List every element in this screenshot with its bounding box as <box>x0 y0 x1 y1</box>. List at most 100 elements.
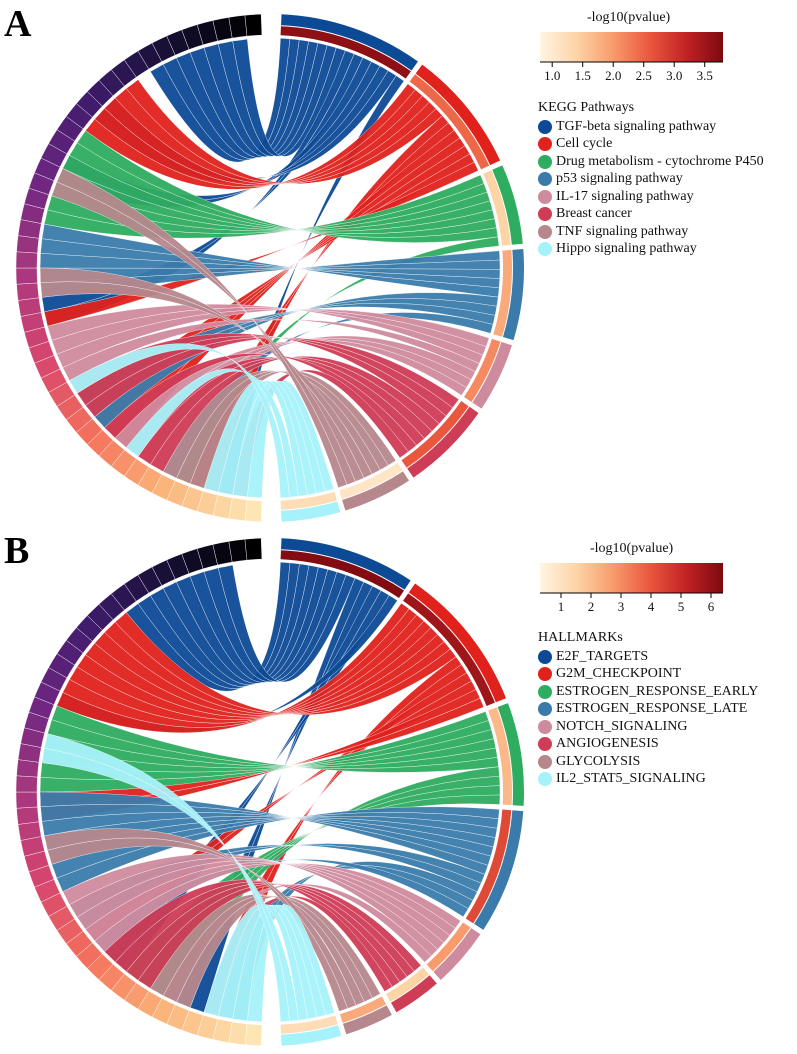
gene-segment <box>15 791 38 809</box>
legend-label: ESTROGEN_RESPONSE_EARLY <box>556 683 759 699</box>
legend-item: IL-17 signaling pathway <box>538 188 764 206</box>
tick-label: 5 <box>677 599 685 614</box>
chord-ribbon <box>44 828 348 1012</box>
gene-segment <box>244 13 263 37</box>
chord-ribbon <box>218 564 356 683</box>
pvalue-segment <box>483 170 511 246</box>
gene-segment <box>228 15 248 39</box>
color-scale <box>540 32 723 67</box>
legend-label: Breast cancer <box>556 206 632 222</box>
panel-letter: A <box>4 3 32 45</box>
chord-ribbon <box>41 223 500 298</box>
category-segment <box>408 583 507 703</box>
legend-swatch <box>538 649 552 664</box>
category-segment <box>474 810 524 930</box>
pvalue-segment <box>426 922 471 972</box>
outer-ring <box>15 13 524 523</box>
legend-label: Drug metabolism - cytochrome P450 <box>556 153 764 169</box>
legend-label: TNF signaling pathway <box>556 223 689 239</box>
legend-label: GLYCOLYSIS <box>556 753 641 769</box>
chord-ribbon <box>62 853 438 957</box>
legend-item: Cell cycle <box>538 136 764 154</box>
legend-swatch <box>538 719 552 734</box>
tick-label: 3 <box>617 599 625 614</box>
legend-item: p53 signaling pathway <box>538 171 764 189</box>
tick-label: 6 <box>707 599 715 614</box>
pvalue-segment <box>493 249 513 337</box>
legend-label: Hippo signaling pathway <box>556 241 697 257</box>
gene-segment <box>244 537 263 561</box>
chord-ribbon <box>126 368 299 498</box>
tick-label: 3.0 <box>666 68 683 83</box>
pvalue-segment <box>280 550 405 598</box>
legend-label: IL-17 signaling pathway <box>556 188 694 204</box>
tick-label: 1 <box>557 599 565 614</box>
pvalue-segment <box>386 967 429 1002</box>
color-scale-ticks: 1 2 3 4 5 6 <box>538 599 738 617</box>
legend-item: TNF signaling pathway <box>538 223 764 241</box>
chord-ribbon <box>56 168 348 488</box>
color-scale-bar <box>540 32 723 62</box>
color-scale-bar <box>540 563 723 593</box>
legend-swatch <box>538 189 552 204</box>
color-scale-ticks: 1.0 1.5 2.0 2.5 3.0 3.5 <box>538 68 738 86</box>
category-segment <box>502 249 524 341</box>
legend-swatch <box>538 207 552 222</box>
legend-label: TGF-beta signaling pathway <box>556 118 717 134</box>
category-segment <box>281 538 411 590</box>
category-segment <box>281 501 341 522</box>
outer-ring <box>15 537 525 1047</box>
legend-label: E2F_TARGETS <box>556 648 649 664</box>
category-legend: HALLMARKs E2F_TARGETS G2M_CHECKPOINT EST… <box>538 630 758 788</box>
chord-ribbon <box>203 904 308 1021</box>
tick-label: 2.0 <box>605 68 622 83</box>
category-segment <box>472 341 512 409</box>
legend-item: Drug metabolism - cytochrome P450 <box>538 153 764 171</box>
category-segment <box>342 471 409 511</box>
tick-label: 2 <box>587 599 595 614</box>
category-segment <box>281 1025 342 1046</box>
chord-ribbons <box>39 562 501 1023</box>
category-segment <box>492 165 523 245</box>
legend-item: ESTROGEN_RESPONSE_EARLY <box>538 683 758 701</box>
pvalue-segment <box>280 26 411 79</box>
panel-letter: B <box>4 530 30 572</box>
legend-label: Cell cycle <box>556 136 613 152</box>
legend-item: TGF-beta signaling pathway <box>538 118 764 136</box>
category-segment <box>407 406 479 478</box>
pvalue-segment <box>464 338 501 402</box>
pvalue-segment <box>339 463 403 500</box>
legend-label: ESTROGEN_RESPONSE_LATE <box>556 701 748 717</box>
chord-ribbon <box>47 304 484 364</box>
legend-swatch <box>538 667 552 682</box>
tick-label: 3.5 <box>696 68 713 83</box>
legend-item: IL2_STAT5_SIGNALING <box>538 771 758 789</box>
legend-swatch <box>538 242 552 257</box>
legend-item: Hippo signaling pathway <box>538 241 764 259</box>
chord-ribbon <box>39 791 489 875</box>
pvalue-segment <box>401 401 469 468</box>
panel-a: A -log10(pvalue) 1.0 1.5 2.0 2.5 3.0 3.5… <box>4 3 764 523</box>
chord-ribbon <box>76 130 499 243</box>
pvalue-segment <box>339 996 387 1023</box>
chord-ribbon <box>51 705 499 773</box>
chord-ribbon <box>44 733 290 1022</box>
legend-title: KEGG Pathways <box>538 100 635 115</box>
legend-swatch <box>538 119 552 134</box>
gene-segment <box>16 806 40 825</box>
gene-segment <box>244 499 263 523</box>
gene-segment <box>16 759 40 778</box>
chord-ribbon <box>44 161 479 327</box>
legend-item: ESTROGEN_RESPONSE_LATE <box>538 701 758 719</box>
gene-segment <box>15 251 38 269</box>
chord-diagram <box>15 13 524 523</box>
category-segment <box>281 14 418 71</box>
category-segment <box>497 703 525 806</box>
chord-ribbon <box>114 612 457 716</box>
scale-title: -log10(pvalue) <box>587 10 671 25</box>
chord-ribbon <box>69 343 290 498</box>
category-segment <box>433 928 481 980</box>
legend-swatch <box>538 702 552 717</box>
legend-swatch <box>538 224 552 239</box>
legend-swatch <box>538 737 552 752</box>
